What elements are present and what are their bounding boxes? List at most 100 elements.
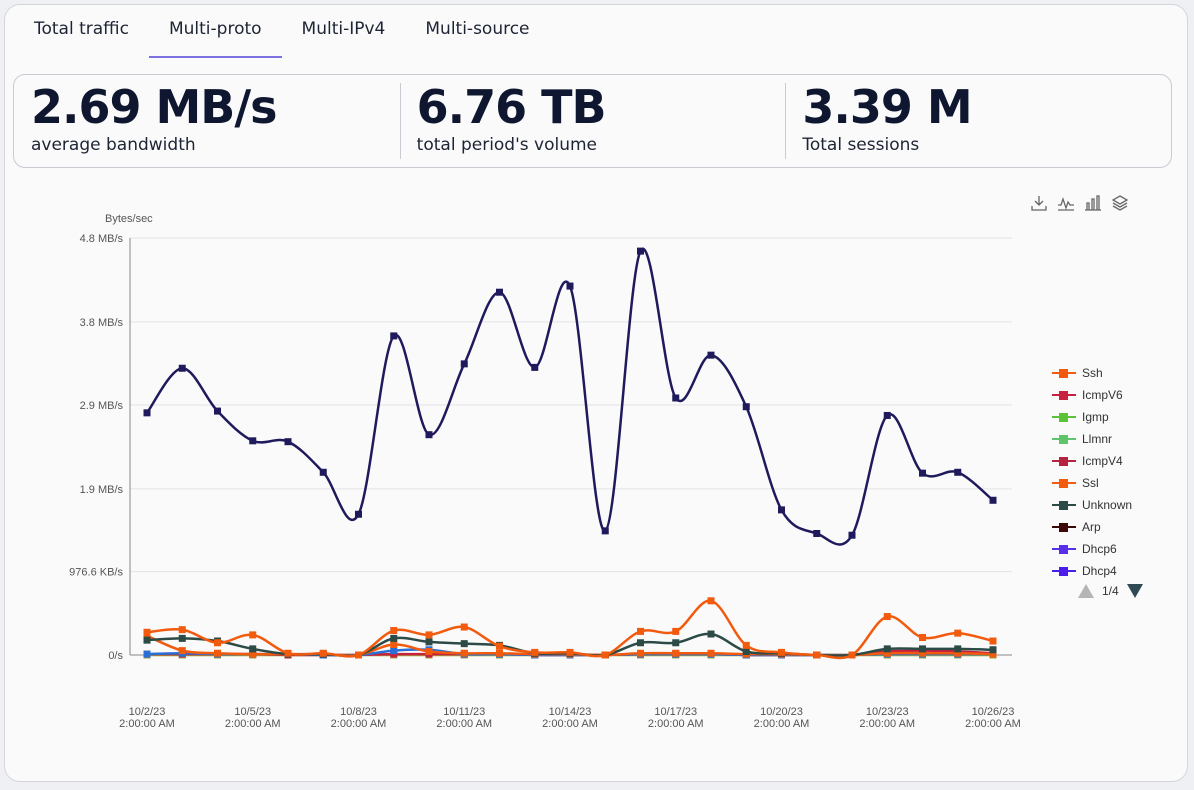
data-point[interactable] bbox=[707, 649, 715, 657]
data-point[interactable] bbox=[954, 649, 962, 657]
legend-item[interactable]: IcmpV6 bbox=[1052, 384, 1172, 406]
tab-multi-proto[interactable]: Multi-proto bbox=[148, 14, 282, 58]
legend-next-arrow-icon[interactable] bbox=[1126, 584, 1143, 598]
line-chart-icon[interactable] bbox=[1057, 194, 1075, 212]
data-point[interactable] bbox=[742, 641, 750, 649]
legend-item[interactable]: Unknown bbox=[1052, 494, 1172, 516]
data-point[interactable] bbox=[425, 638, 433, 646]
legend-item[interactable]: IcmpV4 bbox=[1052, 450, 1172, 472]
data-point[interactable] bbox=[143, 650, 151, 658]
data-point[interactable] bbox=[214, 407, 221, 415]
data-point[interactable] bbox=[989, 637, 997, 645]
data-point[interactable] bbox=[883, 613, 891, 621]
data-point[interactable] bbox=[390, 627, 398, 635]
data-point[interactable] bbox=[249, 645, 257, 653]
data-point[interactable] bbox=[425, 431, 433, 439]
data-point[interactable] bbox=[214, 639, 221, 647]
legend-item[interactable]: Igmp bbox=[1052, 406, 1172, 428]
legend-prev-arrow-icon[interactable] bbox=[1078, 584, 1094, 598]
tab-multi-source[interactable]: Multi-source bbox=[425, 19, 530, 39]
data-point[interactable] bbox=[249, 437, 257, 445]
data-point[interactable] bbox=[355, 510, 362, 518]
data-point[interactable] bbox=[460, 649, 468, 657]
data-point[interactable] bbox=[919, 469, 926, 477]
data-point[interactable] bbox=[954, 645, 962, 653]
data-point[interactable] bbox=[672, 627, 680, 635]
data-point[interactable] bbox=[178, 626, 186, 634]
data-point[interactable] bbox=[742, 403, 750, 411]
data-point[interactable] bbox=[249, 650, 257, 658]
data-point[interactable] bbox=[284, 438, 292, 446]
data-point[interactable] bbox=[214, 649, 221, 657]
legend-item[interactable]: Arp bbox=[1052, 516, 1172, 538]
data-point[interactable] bbox=[496, 642, 503, 650]
data-point[interactable] bbox=[249, 631, 257, 639]
tab-total-traffic[interactable]: Total traffic bbox=[34, 19, 129, 39]
data-point[interactable] bbox=[143, 409, 151, 417]
legend-item[interactable]: Dhcp4 bbox=[1052, 560, 1172, 582]
data-point[interactable] bbox=[425, 631, 433, 639]
data-point[interactable] bbox=[919, 649, 926, 657]
data-point[interactable] bbox=[178, 364, 186, 372]
data-point[interactable] bbox=[742, 648, 750, 656]
data-point[interactable] bbox=[355, 651, 362, 659]
data-point[interactable] bbox=[848, 651, 856, 659]
data-point[interactable] bbox=[319, 649, 327, 657]
data-point[interactable] bbox=[143, 636, 151, 644]
data-point[interactable] bbox=[707, 630, 715, 638]
data-point[interactable] bbox=[390, 647, 398, 655]
data-point[interactable] bbox=[778, 506, 785, 514]
data-point[interactable] bbox=[883, 649, 891, 657]
data-point[interactable] bbox=[531, 363, 539, 371]
data-point[interactable] bbox=[496, 649, 503, 657]
data-point[interactable] bbox=[319, 468, 327, 476]
data-point[interactable] bbox=[601, 651, 609, 659]
data-point[interactable] bbox=[460, 640, 468, 648]
data-point[interactable] bbox=[390, 634, 398, 642]
legend-item[interactable]: Ssl bbox=[1052, 472, 1172, 494]
data-point[interactable] bbox=[460, 623, 468, 631]
data-point[interactable] bbox=[601, 527, 609, 535]
data-point[interactable] bbox=[883, 411, 891, 419]
data-point[interactable] bbox=[919, 645, 926, 653]
tab-multi-ipv4[interactable]: Multi-IPv4 bbox=[301, 19, 386, 39]
data-point[interactable] bbox=[989, 496, 997, 504]
data-point[interactable] bbox=[284, 649, 292, 657]
data-point[interactable] bbox=[178, 647, 186, 655]
data-point[interactable] bbox=[460, 360, 468, 368]
legend-item[interactable]: Dhcp6 bbox=[1052, 538, 1172, 560]
data-point[interactable] bbox=[390, 332, 398, 340]
data-point[interactable] bbox=[707, 351, 715, 359]
data-point[interactable] bbox=[848, 531, 856, 539]
data-point[interactable] bbox=[707, 597, 715, 605]
data-point[interactable] bbox=[425, 648, 433, 656]
data-point[interactable] bbox=[919, 634, 926, 642]
download-icon[interactable] bbox=[1030, 194, 1048, 212]
bar-chart-icon[interactable] bbox=[1084, 194, 1102, 212]
data-point[interactable] bbox=[390, 641, 398, 649]
legend-item[interactable]: Ssh bbox=[1052, 362, 1172, 384]
data-point[interactable] bbox=[496, 288, 503, 296]
data-point[interactable] bbox=[531, 648, 539, 656]
data-point[interactable] bbox=[637, 247, 644, 255]
data-point[interactable] bbox=[637, 639, 644, 647]
data-point[interactable] bbox=[989, 650, 997, 658]
data-point[interactable] bbox=[672, 639, 680, 647]
layers-icon[interactable] bbox=[1111, 194, 1129, 212]
data-point[interactable] bbox=[813, 529, 821, 537]
data-point[interactable] bbox=[883, 645, 891, 653]
data-point[interactable] bbox=[778, 648, 785, 656]
data-point[interactable] bbox=[637, 627, 644, 635]
data-point[interactable] bbox=[813, 651, 821, 659]
data-point[interactable] bbox=[143, 628, 151, 636]
data-point[interactable] bbox=[637, 649, 644, 657]
legend-item[interactable]: Llmnr bbox=[1052, 428, 1172, 450]
data-point[interactable] bbox=[672, 649, 680, 657]
data-point[interactable] bbox=[178, 634, 186, 642]
data-point[interactable] bbox=[989, 646, 997, 654]
data-point[interactable] bbox=[954, 468, 962, 476]
data-point[interactable] bbox=[566, 648, 574, 656]
data-point[interactable] bbox=[954, 629, 962, 637]
data-point[interactable] bbox=[672, 394, 680, 402]
data-point[interactable] bbox=[566, 282, 574, 290]
